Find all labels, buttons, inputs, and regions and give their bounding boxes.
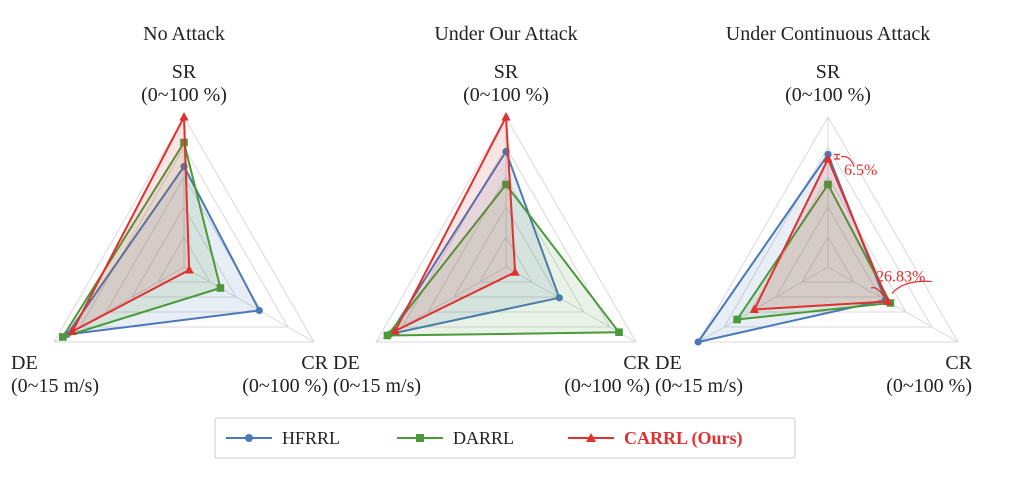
annotation-arrow-sr [840, 155, 855, 167]
data-point-carrl-ours-de [749, 304, 759, 313]
panel-title: Under Our Attack [434, 23, 577, 45]
grid-ring-5 [375, 115, 637, 343]
annotation-arc-cr [871, 287, 884, 297]
data-point-carrl-ours-cr [883, 296, 893, 305]
series-area-carrl-ours [753, 158, 889, 311]
series-carrl-ours [390, 112, 520, 335]
axis-range-sr: (0~100 %) [785, 84, 871, 106]
series-area-carrl-ours [71, 116, 191, 333]
data-point-darrl-cr [216, 284, 225, 292]
axis-range-cr: (0~100 %) [242, 375, 328, 397]
axis-range-sr: (0~100 %) [141, 84, 227, 106]
grid-ring-1 [801, 236, 855, 283]
legend-label-hfrrl: HFRRL [282, 428, 340, 448]
annotation-sr: 6.5% [844, 162, 877, 179]
data-point-darrl-de [733, 315, 741, 324]
legend-marker-darrl [416, 434, 424, 442]
series-darrl [383, 180, 623, 340]
grid-ring-4 [723, 145, 933, 328]
annotation-cr: 26.83% [876, 269, 925, 286]
axis-label-de: DE [655, 352, 682, 374]
grid-spoke-cr [505, 266, 637, 343]
series-area-hfrrl [66, 165, 261, 336]
grid-ring-5 [697, 115, 959, 343]
grid-spoke-cr [183, 266, 315, 343]
axis-label-sr: SR [816, 61, 841, 83]
series-carrl-ours [749, 154, 893, 313]
grid-spoke-de [697, 266, 829, 343]
grid-ring-5 [53, 115, 315, 343]
panel-title: No Attack [143, 23, 225, 45]
data-point-hfrrl-de [694, 338, 702, 346]
legend-frame [214, 417, 796, 459]
axis-label-de: DE [11, 352, 38, 374]
grid-ring-2 [775, 206, 881, 298]
axis-label-cr: CR [623, 352, 650, 374]
axis-label-de: DE [333, 352, 360, 374]
grid-ring-1 [479, 236, 533, 283]
data-point-carrl-ours-cr [184, 265, 194, 274]
annotations: 6.5% 26.83% [834, 153, 932, 297]
annotation-arrow-cr [891, 280, 932, 294]
legend-entry-carrl: CARRL (Ours) [568, 428, 743, 449]
data-point-darrl-de [383, 331, 392, 340]
legend-entry-darrl: DARRL [397, 428, 514, 448]
data-point-carrl-ours-de [67, 326, 77, 335]
axis-range-cr: (0~100 %) [886, 375, 972, 397]
data-point-hfrrl-cr [555, 294, 563, 302]
axis-range-de: (0~15 m/s) [333, 375, 421, 397]
axis-range-de: (0~15 m/s) [11, 375, 99, 397]
grid-ring-2 [131, 206, 237, 298]
data-point-darrl-sr [824, 180, 832, 189]
grid-ring-1 [157, 236, 211, 283]
axis-range-cr: (0~100 %) [564, 375, 650, 397]
legend-marker-carrl [586, 433, 596, 442]
data-point-darrl-de [59, 333, 67, 341]
data-point-hfrrl-cr [255, 306, 263, 315]
axis-label-cr: CR [945, 352, 972, 374]
grid-ring-4 [401, 145, 611, 328]
axis-label-sr: SR [172, 61, 197, 83]
legend: HFRRL DARRL CARRL (Ours) [214, 417, 796, 459]
data-point-carrl-ours-sr [823, 154, 833, 163]
legend-label-darrl: DARRL [453, 428, 514, 448]
legend-label-carrl: CARRL (Ours) [624, 428, 743, 449]
axis-range-sr: (0~100 %) [463, 84, 549, 106]
grid-ring-2 [453, 206, 559, 298]
series-carrl-ours [67, 112, 194, 335]
data-point-carrl-ours-de [390, 326, 400, 335]
data-point-carrl-ours-cr [510, 267, 520, 276]
legend-marker-hfrrl [245, 434, 253, 442]
axis-label-cr: CR [301, 352, 328, 374]
data-point-carrl-ours-sr [179, 112, 189, 121]
series-area-hfrrl [389, 150, 561, 335]
axis-range-de: (0~15 m/s) [655, 375, 743, 397]
legend-entry-hfrrl: HFRRL [226, 428, 340, 448]
axis-label-sr: SR [494, 61, 519, 83]
data-point-darrl-sr [502, 180, 510, 189]
grid-ring-3 [105, 175, 263, 313]
series-area-darrl [386, 183, 620, 337]
data-point-darrl-cr [615, 328, 623, 336]
grid-ring-4 [79, 145, 289, 328]
grid-ring-3 [427, 175, 585, 313]
data-point-carrl-ours-sr [501, 112, 511, 121]
series-area-carrl-ours [394, 116, 517, 332]
panel-title: Under Continuous Attack [726, 23, 930, 45]
series-area-darrl [61, 141, 222, 338]
